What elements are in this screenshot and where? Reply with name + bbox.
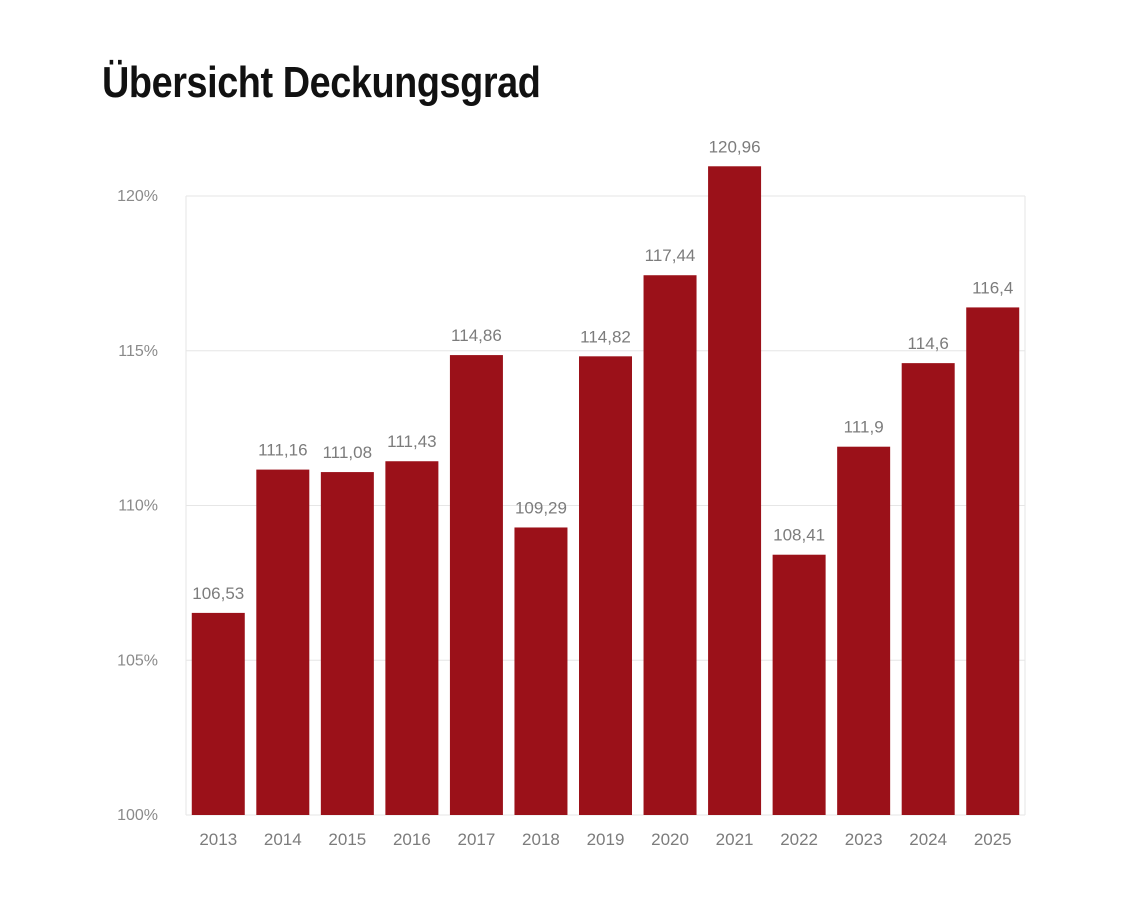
y-tick-label: 100%: [117, 807, 158, 824]
x-axis-ticks: 2013 2014 2015 2016 2017 2018 2019 2020 2021 2022…: [199, 830, 1011, 849]
data-label-2015: 111,08: [323, 443, 372, 462]
x-tick-label: 2024: [909, 830, 947, 849]
bar-2022: [772, 554, 826, 815]
data-label-2022: 108,41: [773, 526, 825, 545]
y-tick-label: 110%: [118, 498, 158, 515]
y-axis-ticks: 100% 105% 110% 115% 120%: [117, 188, 158, 824]
y-tick-label: 115%: [118, 343, 158, 360]
data-label-2021: 120,96: [709, 137, 761, 156]
bar-2025: [966, 307, 1020, 815]
data-label-2016: 111,43: [387, 432, 436, 451]
bar-2023: [837, 446, 891, 815]
data-label-2023: 111,9: [844, 418, 884, 437]
data-label-2013: 106,53: [192, 584, 244, 603]
bar-2014: [256, 469, 310, 815]
bar-2013: [191, 612, 245, 815]
data-label-2020: 117,44: [645, 246, 696, 265]
bar-2017: [449, 355, 503, 815]
x-tick-label: 2018: [522, 830, 560, 849]
x-tick-label: 2025: [974, 830, 1012, 849]
bar-2019: [579, 356, 632, 815]
data-label-2025: 116,4: [972, 278, 1013, 297]
x-tick-label: 2015: [328, 830, 366, 849]
x-tick-label: 2013: [199, 830, 237, 849]
x-tick-label: 2021: [716, 830, 754, 849]
bar-2024: [901, 363, 955, 815]
bar-2015: [320, 472, 374, 815]
x-tick-label: 2017: [458, 830, 496, 849]
bar-2018: [514, 527, 568, 815]
data-label-2017: 114,86: [451, 326, 502, 345]
x-tick-label: 2020: [651, 830, 689, 849]
x-tick-label: 2016: [393, 830, 431, 849]
data-label-2014: 111,16: [258, 441, 307, 460]
data-label-2024: 114,6: [908, 334, 949, 353]
bars: [191, 166, 1020, 816]
chart-title: Übersicht Deckungsgrad: [102, 58, 541, 107]
x-tick-label: 2014: [264, 830, 302, 849]
bar-2016: [385, 461, 439, 815]
bar-2020: [643, 275, 697, 815]
x-tick-label: 2019: [587, 830, 625, 849]
y-tick-label: 120%: [117, 188, 158, 205]
y-tick-label: 105%: [117, 652, 158, 669]
x-tick-label: 2023: [845, 830, 883, 849]
x-tick-label: 2022: [780, 830, 818, 849]
data-label-2018: 109,29: [515, 498, 567, 517]
bar-2021: [708, 166, 762, 816]
data-labels: 106,53 111,16 111,08 111,43 114,86 109,29 114,…: [192, 137, 1013, 603]
data-label-2019: 114,82: [580, 327, 631, 346]
